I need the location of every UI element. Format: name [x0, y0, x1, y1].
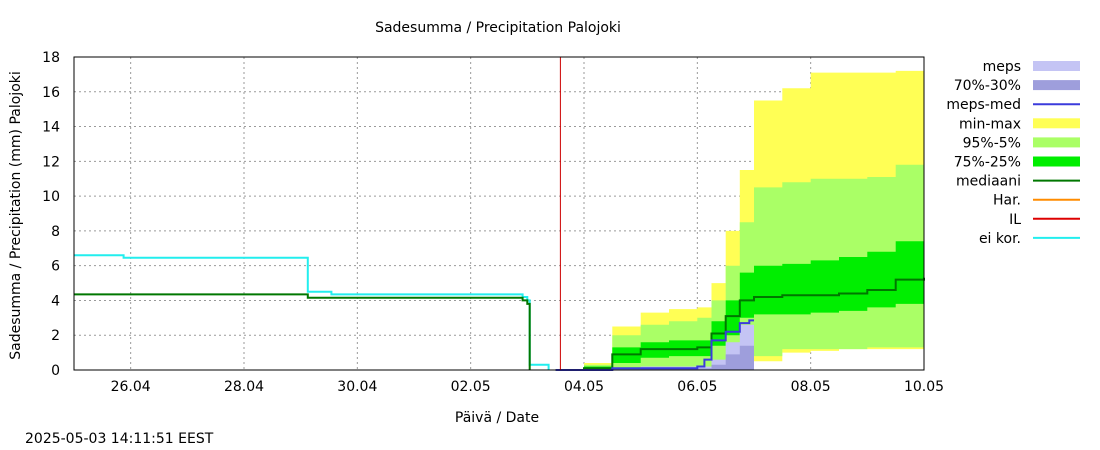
legend-swatch — [1033, 156, 1080, 167]
y-tick-label: 2 — [51, 328, 60, 344]
legend: meps 70%-30% meps-med min-max 95%-5% 75%-25% m… — [946, 59, 1080, 247]
line-mediaani-observed- — [74, 293, 531, 370]
legend-label: IL — [1009, 212, 1021, 228]
x-tick-label: 26.04 — [111, 379, 151, 395]
legend-label: min-max — [959, 116, 1021, 132]
legend-swatch — [1033, 61, 1080, 71]
y-axis-ticks: 0 2 4 6 8 10 12 14 16 18 — [42, 50, 60, 379]
y-tick-label: 12 — [42, 154, 60, 170]
y-tick-label: 8 — [51, 224, 60, 240]
y-tick-label: 6 — [51, 259, 60, 275]
legend-swatch — [1033, 80, 1080, 91]
band-70-30- — [584, 342, 754, 370]
chart-title: Sadesumma / Precipitation Palojoki — [375, 20, 621, 36]
line-meps-med — [555, 319, 754, 371]
legend-label: 75%-25% — [954, 155, 1021, 171]
x-tick-label: 04.05 — [564, 379, 604, 395]
legend-label: ei kor. — [979, 231, 1021, 247]
legend-label: meps — [983, 59, 1021, 75]
x-tick-label: 28.04 — [224, 379, 264, 395]
legend-label: meps-med — [946, 97, 1021, 113]
legend-label: Har. — [993, 193, 1021, 209]
y-tick-label: 4 — [51, 293, 60, 309]
y-tick-label: 0 — [51, 363, 60, 379]
band-95-5- — [555, 140, 924, 370]
x-tick-label: 02.05 — [451, 379, 491, 395]
y-tick-label: 14 — [42, 120, 60, 136]
legend-swatch — [1033, 137, 1080, 148]
plot-frame — [73, 56, 925, 371]
line-mediaani — [555, 277, 925, 371]
x-axis-label: Päivä / Date — [455, 410, 539, 426]
y-tick-label: 10 — [42, 189, 60, 205]
legend-swatch — [1033, 118, 1080, 129]
series-lines — [74, 254, 925, 371]
x-tick-label: 06.05 — [677, 379, 717, 395]
timestamp: 2025-05-03 14:11:51 EEST — [25, 431, 214, 447]
x-tick-label: 08.05 — [791, 379, 831, 395]
x-tick-label: 10.05 — [904, 379, 944, 395]
y-axis-label: Sadesumma / Precipitation (mm) Palojoki — [8, 71, 24, 360]
legend-label: mediaani — [956, 174, 1021, 190]
y-tick-label: 18 — [42, 50, 60, 66]
y-tick-label: 16 — [42, 85, 60, 101]
x-tick-label: 30.04 — [337, 379, 377, 395]
x-axis-ticks: 26.04 28.04 30.04 02.05 04.05 06.05 08.05 10.05 — [111, 379, 944, 395]
legend-label: 95%-5% — [963, 135, 1021, 151]
legend-label: 70%-30% — [954, 78, 1021, 94]
